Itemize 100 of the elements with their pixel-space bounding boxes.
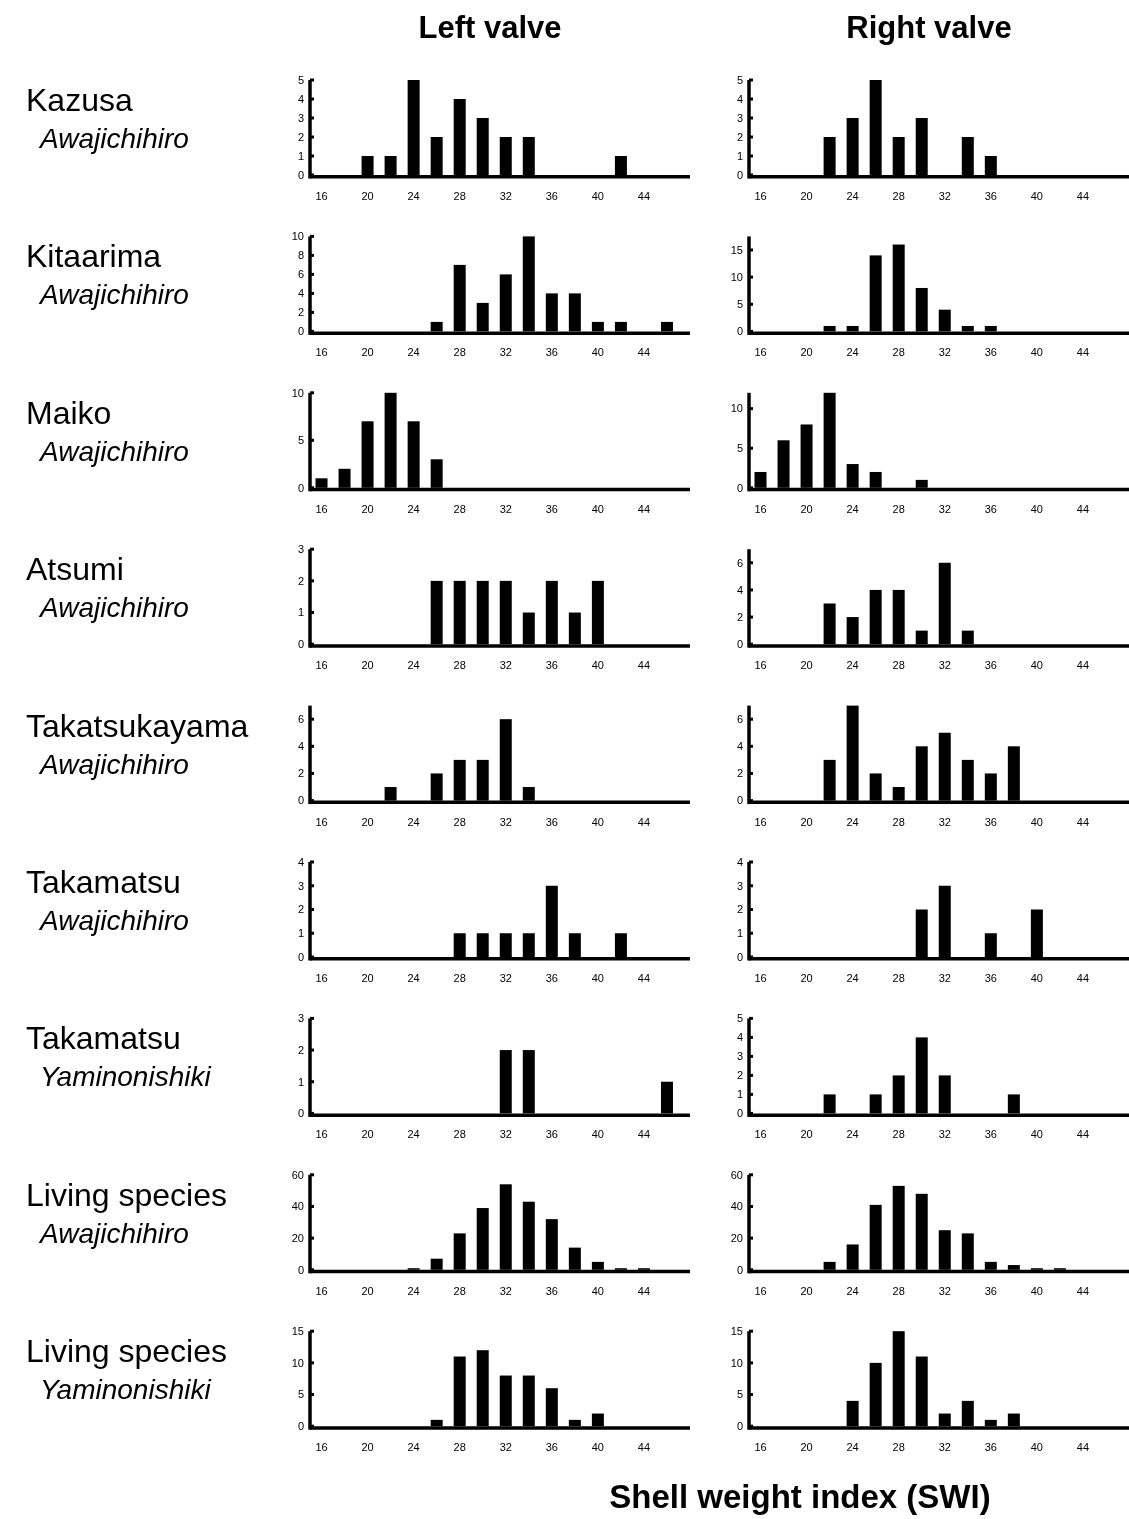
x-tick-label: 28 — [892, 502, 905, 515]
y-tick-label: 0 — [736, 950, 743, 963]
x-tick-label: 44 — [1076, 1128, 1090, 1141]
x-tick-label: 20 — [800, 659, 813, 672]
y-tick-label: 6 — [297, 713, 304, 726]
x-tick-label: 16 — [754, 1284, 767, 1297]
y-tick-label: 5 — [736, 1388, 743, 1401]
y-tick-label: 1 — [297, 149, 304, 162]
x-tick-label: 40 — [591, 190, 604, 202]
x-tick-label: 40 — [591, 502, 604, 515]
x-tick-label: 24 — [846, 815, 859, 828]
x-tick-label: 28 — [453, 972, 466, 984]
x-tick-label: 16 — [315, 502, 328, 515]
y-tick-label: 2 — [297, 130, 304, 143]
chart-title: Takatsukayama — [26, 707, 249, 744]
x-tick-label: 32 — [499, 1441, 512, 1454]
x-tick-label: 44 — [637, 502, 651, 515]
y-tick-label: 0 — [297, 481, 304, 494]
x-tick-label: 24 — [846, 346, 859, 359]
x-tick-label: 40 — [1030, 190, 1043, 202]
y-tick-label: 0 — [297, 325, 304, 338]
x-tick-label: 36 — [984, 659, 997, 672]
x-tick-label: 24 — [407, 1128, 420, 1141]
y-tick-label: 4 — [736, 740, 743, 753]
x-tick-label: 40 — [1030, 659, 1043, 672]
y-tick-label: 0 — [736, 325, 743, 338]
x-tick-label: 16 — [315, 972, 328, 984]
x-tick-label: 32 — [499, 659, 512, 672]
y-tick-label: 10 — [291, 230, 304, 243]
x-tick-label: 36 — [545, 815, 558, 828]
y-tick-label: 5 — [736, 73, 743, 86]
text: Awajichihiro — [38, 1217, 189, 1249]
x-tick-label: 24 — [407, 972, 420, 984]
x-tick-label: 20 — [800, 972, 813, 984]
x-tick-label: 36 — [545, 346, 558, 359]
x-tick-label: 20 — [361, 190, 374, 202]
y-tick-label: 10 — [730, 1356, 743, 1369]
x-tick-label: 40 — [591, 1441, 604, 1454]
x-tick-label: 36 — [984, 190, 997, 202]
x-tick-label: 36 — [984, 1284, 997, 1297]
x-tick-label: 32 — [499, 190, 512, 202]
x-tick-label: 36 — [545, 659, 558, 672]
x-tick-label: 20 — [361, 502, 374, 515]
x-tick-label: 16 — [315, 1284, 328, 1297]
x-tick-label: 16 — [754, 502, 767, 515]
x-tick-label: 44 — [1076, 659, 1090, 672]
y-tick-label: 10 — [730, 270, 743, 283]
x-tick-label: 28 — [892, 972, 905, 984]
x-tick-label: 32 — [938, 659, 951, 672]
x-tick-label: 44 — [1076, 502, 1090, 515]
x-tick-label: 16 — [754, 659, 767, 672]
y-tick-label: 20 — [730, 1231, 743, 1244]
chart-title: Takamatsu — [26, 1020, 181, 1057]
x-tick-label: 16 — [315, 1441, 328, 1454]
y-tick-label: 10 — [291, 386, 304, 399]
x-tick-label: 32 — [499, 1128, 512, 1141]
x-tick-label: 32 — [499, 972, 512, 984]
x-tick-label: 20 — [361, 659, 374, 672]
x-tick-label: 16 — [315, 346, 328, 359]
y-tick-label: 3 — [297, 111, 304, 124]
x-tick-label: 40 — [591, 815, 604, 828]
x-tick-label: 40 — [591, 346, 604, 359]
x-tick-label: 24 — [846, 190, 859, 202]
y-tick-label: 3 — [297, 543, 304, 556]
text: Awajichihiro — [38, 905, 189, 936]
y-tick-label: 0 — [736, 1420, 743, 1433]
y-tick-label: 15 — [730, 243, 743, 256]
y-tick-label: 5 — [736, 442, 743, 455]
x-tick-label: 24 — [407, 815, 420, 828]
x-tick-label: 28 — [892, 815, 905, 828]
text: Right valve — [846, 10, 1012, 45]
text: Awajichihiro — [38, 435, 189, 467]
y-tick-label: 0 — [736, 794, 743, 807]
x-tick-label: 32 — [499, 502, 512, 515]
y-tick-label: 6 — [297, 268, 304, 281]
x-tick-label: 20 — [800, 502, 813, 515]
x-tick-label: 36 — [545, 1128, 558, 1141]
y-tick-label: 2 — [297, 306, 304, 319]
x-tick-label: 28 — [892, 346, 905, 359]
y-tick-label: 40 — [730, 1200, 743, 1213]
y-tick-label: 0 — [736, 168, 743, 181]
x-tick-label: 16 — [754, 972, 767, 984]
x-tick-label: 16 — [754, 815, 767, 828]
x-tick-label: 40 — [591, 659, 604, 672]
x-tick-label: 20 — [800, 346, 813, 359]
x-tick-label: 28 — [453, 346, 466, 359]
y-tick-label: 10 — [291, 1356, 304, 1369]
x-tick-label: 32 — [938, 815, 951, 828]
y-tick-label: 5 — [736, 298, 743, 311]
x-tick-label: 24 — [846, 1441, 859, 1454]
text: Yaminonishiki — [40, 1374, 212, 1406]
x-tick-label: 32 — [938, 972, 951, 984]
x-tick-label: 44 — [637, 815, 651, 828]
y-tick-label: 4 — [736, 92, 743, 105]
x-tick-label: 16 — [315, 815, 328, 828]
y-tick-label: 8 — [297, 249, 304, 262]
y-tick-label: 3 — [736, 111, 743, 124]
x-tick-label: 24 — [407, 190, 420, 202]
x-tick-label: 32 — [938, 346, 951, 359]
x-tick-label: 20 — [361, 346, 374, 359]
